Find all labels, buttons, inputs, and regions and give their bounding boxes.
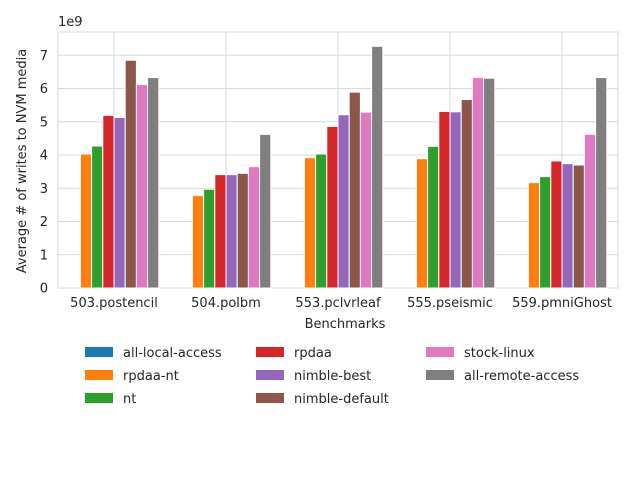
x-axis-label: Benchmarks bbox=[305, 317, 386, 332]
legend-label: rpdaa bbox=[294, 346, 332, 361]
bar-rpdaa-503.postencil bbox=[102, 114, 115, 289]
bar-nimble-default-555.pseismic bbox=[460, 98, 473, 289]
bar-rpdaa-nt-555.pseismic bbox=[415, 158, 429, 289]
bar-stock-linux-553.pclvrleaf bbox=[359, 111, 373, 289]
bar-nimble-best-555.pseismic bbox=[449, 111, 462, 289]
bar-stock-linux-559.pmniGhost bbox=[583, 133, 597, 289]
y-tick-label: 4 bbox=[40, 149, 48, 164]
legend-label: all-remote-access bbox=[464, 369, 579, 384]
bar-nimble-default-504.polbm bbox=[236, 172, 249, 289]
bar-nt-503.postencil bbox=[91, 145, 104, 289]
bar-stock-linux-503.postencil bbox=[135, 84, 149, 289]
bar-nimble-best-504.polbm bbox=[225, 174, 238, 289]
y-tick-label: 5 bbox=[40, 115, 48, 130]
bar-all-remote-access-503.postencil bbox=[147, 77, 160, 289]
legend-label: nimble-best bbox=[294, 369, 371, 384]
bar-nimble-default-553.pclvrleaf bbox=[348, 91, 361, 289]
bar-nt-559.pmniGhost bbox=[539, 176, 552, 289]
legend: all-local-access rpdaa-nt nt rpdaa nimble-be… bbox=[85, 346, 579, 407]
x-tick-label: 553.pclvrleaf bbox=[295, 296, 381, 311]
bar-rpdaa-nt-503.postencil bbox=[79, 153, 93, 289]
legend-swatch-nimble-default bbox=[256, 393, 284, 403]
bar-rpdaa-504.polbm bbox=[214, 174, 227, 289]
x-tick-label: 559.pmniGhost bbox=[512, 296, 612, 311]
bar-rpdaa-nt-504.polbm bbox=[191, 195, 205, 289]
legend-swatch-all-remote-access bbox=[426, 370, 454, 380]
y-tick-label: 6 bbox=[40, 82, 48, 97]
x-axis-ticks: 503.postencil 504.polbm 553.pclvrleaf 555.p… bbox=[70, 296, 612, 311]
legend-swatch-stock-linux bbox=[426, 347, 454, 357]
legend-swatch-nimble-best bbox=[256, 370, 284, 380]
bar-all-remote-access-504.polbm bbox=[259, 133, 272, 289]
bar-rpdaa-555.pseismic bbox=[438, 110, 451, 289]
x-tick-label: 503.postencil bbox=[70, 296, 158, 311]
bar-rpdaa-nt-559.pmniGhost bbox=[527, 182, 541, 289]
bar-all-remote-access-559.pmniGhost bbox=[595, 77, 608, 289]
y-axis-ticks: 0 1 2 3 4 5 6 7 bbox=[40, 49, 48, 297]
bar-all-remote-access-553.pclvrleaf bbox=[371, 45, 384, 289]
legend-swatch-rpdaa-nt bbox=[85, 370, 113, 380]
legend-label: nt bbox=[123, 392, 136, 407]
legend-label: nimble-default bbox=[294, 392, 389, 407]
legend-swatch-nt bbox=[85, 393, 113, 403]
bar-rpdaa-nt-553.pclvrleaf bbox=[303, 157, 317, 289]
bar-rpdaa-559.pmniGhost bbox=[550, 160, 563, 289]
y-tick-label: 7 bbox=[40, 49, 48, 64]
y-offset-label: 1e9 bbox=[58, 15, 83, 30]
y-tick-label: 1 bbox=[40, 248, 48, 263]
bar-nimble-default-559.pmniGhost bbox=[572, 164, 585, 289]
bar-nt-553.pclvrleaf bbox=[315, 153, 328, 289]
bars bbox=[79, 45, 608, 289]
y-tick-label: 0 bbox=[40, 282, 48, 297]
y-tick-label: 3 bbox=[40, 182, 48, 197]
legend-label: rpdaa-nt bbox=[123, 369, 179, 384]
y-axis-label: Average # of writes to NVM media bbox=[15, 49, 30, 273]
bar-stock-linux-504.polbm bbox=[247, 166, 261, 289]
bar-nt-504.polbm bbox=[203, 188, 216, 289]
x-tick-label: 555.pseismic bbox=[407, 296, 493, 311]
x-tick-label: 504.polbm bbox=[191, 296, 261, 311]
bar-nimble-best-553.pclvrleaf bbox=[337, 114, 350, 289]
y-tick-label: 2 bbox=[40, 215, 48, 230]
bar-nimble-best-503.postencil bbox=[113, 116, 126, 289]
legend-label: stock-linux bbox=[464, 346, 535, 361]
legend-swatch-all-local-access bbox=[85, 347, 113, 357]
bar-all-remote-access-555.pseismic bbox=[483, 77, 496, 289]
bar-nimble-best-559.pmniGhost bbox=[561, 163, 574, 289]
legend-label: all-local-access bbox=[123, 346, 222, 361]
bar-nt-555.pseismic bbox=[427, 145, 440, 289]
bar-nimble-default-503.postencil bbox=[124, 59, 137, 289]
legend-swatch-rpdaa bbox=[256, 347, 284, 357]
bar-stock-linux-555.pseismic bbox=[471, 77, 485, 289]
bar-rpdaa-553.pclvrleaf bbox=[326, 125, 339, 289]
